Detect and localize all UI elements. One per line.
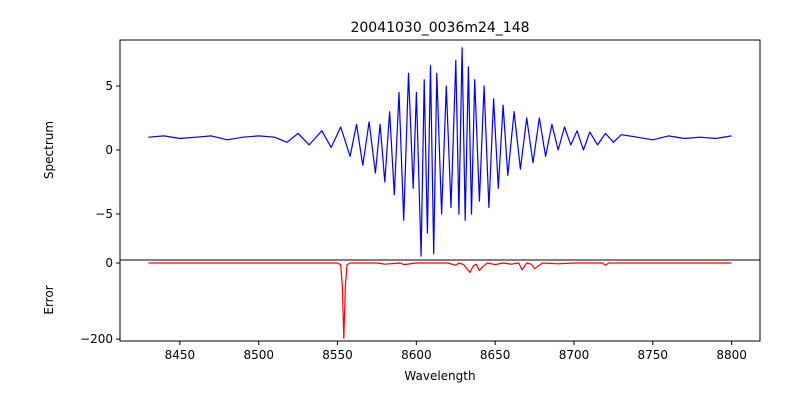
error-y-ticks: 0 −200 <box>80 256 120 346</box>
error-line-group <box>148 262 732 339</box>
error-xtick-label: 8750 <box>638 348 669 362</box>
error-series-line-0 <box>148 262 732 339</box>
error-ytick-label: 0 <box>105 256 113 270</box>
chart-title: 20041030_0036m24_148 <box>350 20 529 36</box>
error-frame <box>119 259 761 342</box>
error-xtick-label: 8450 <box>165 348 196 362</box>
spectrum-ytick-label: −5 <box>95 207 113 221</box>
error-xtick-label: 8500 <box>243 348 274 362</box>
error-x-ticks: 8450 8500 8550 8600 8650 8700 8750 8800 <box>165 341 747 362</box>
error-xtick-label: 8550 <box>322 348 353 362</box>
error-ylabel: Error <box>42 285 56 314</box>
spectrum-ytick-label: 0 <box>105 143 113 157</box>
spectrum-series-line-0 <box>148 47 732 257</box>
spectrum-line-group <box>148 47 732 257</box>
x-axis-label: Wavelength <box>404 369 475 383</box>
error-xtick-label: 8700 <box>559 348 590 362</box>
error-xtick-label: 8650 <box>480 348 511 362</box>
error-panel: 0 −200 8450 8500 8550 8600 8650 8700 8750 8800 E… <box>42 256 761 383</box>
spectrum-ytick-label: 5 <box>105 79 113 93</box>
spectrum-ylabel: Spectrum <box>42 121 56 179</box>
error-ytick-label: −200 <box>80 332 113 346</box>
error-xtick-label: 8600 <box>401 348 432 362</box>
spectrum-y-ticks: 5 0 −5 <box>95 79 120 221</box>
error-xtick-label: 8800 <box>716 348 747 362</box>
